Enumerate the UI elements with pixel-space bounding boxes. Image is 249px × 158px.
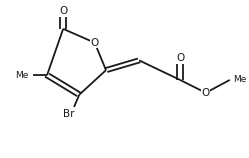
Text: O: O	[59, 6, 67, 16]
Text: O: O	[176, 53, 184, 63]
Text: O: O	[91, 38, 99, 48]
Text: Br: Br	[63, 109, 75, 119]
Text: O: O	[201, 88, 210, 98]
Text: Me: Me	[15, 71, 28, 80]
Text: Me: Me	[233, 75, 247, 84]
